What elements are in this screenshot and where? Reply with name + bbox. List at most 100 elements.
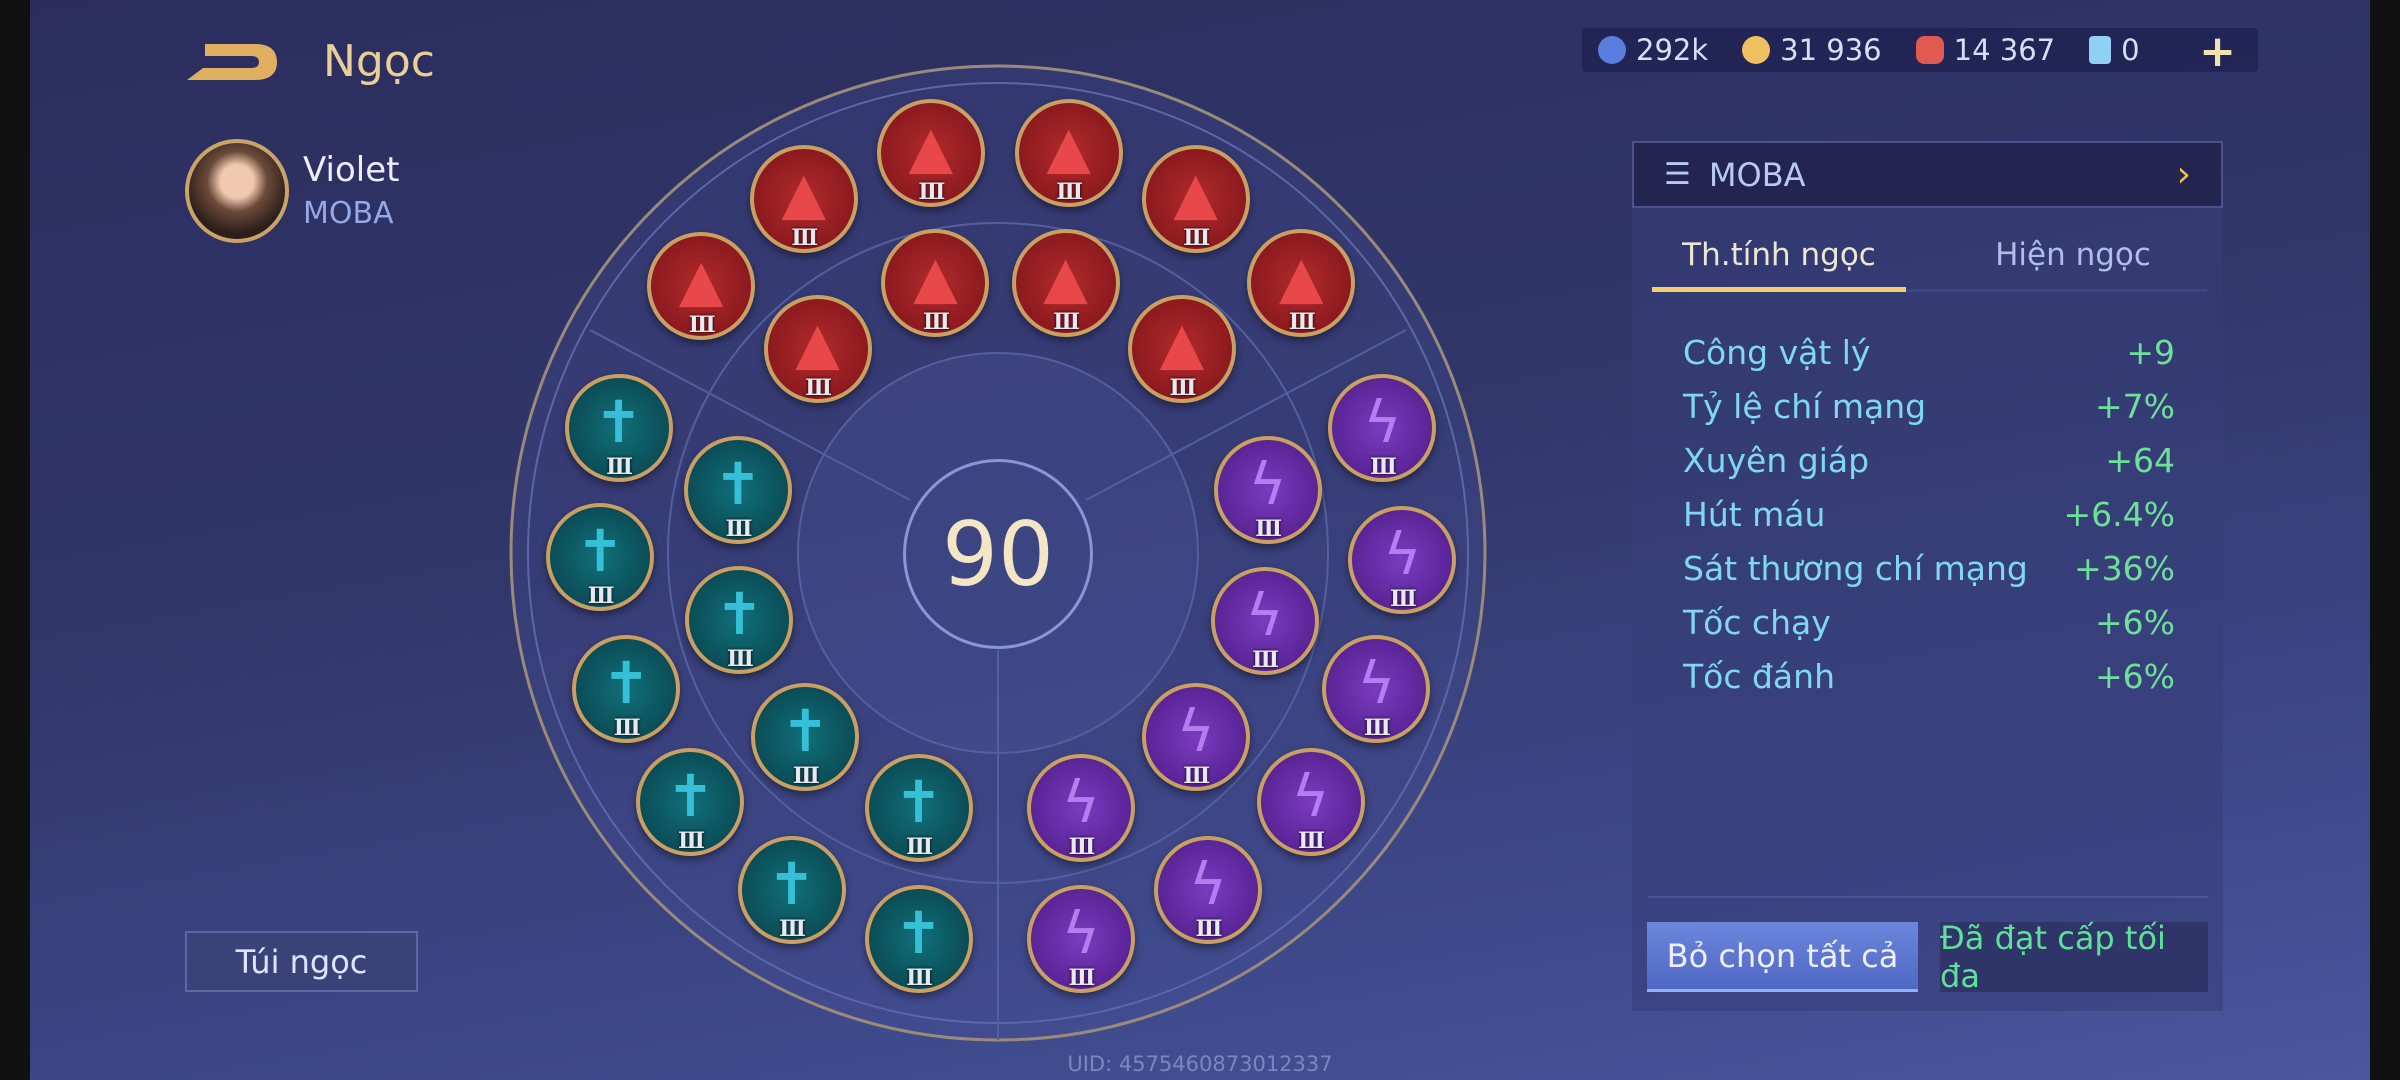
gem-slot-purple[interactable]: ϟ III [1328, 374, 1437, 483]
gem-tier: III [923, 309, 950, 336]
gem-tier: III [906, 965, 933, 992]
gem-slot-purple[interactable]: ϟ III [1210, 567, 1319, 676]
gem-tier: III [1068, 965, 1095, 992]
flame-gem-icon: ▲ [1046, 113, 1091, 181]
stat-row: Tốc chạy +6% [1683, 603, 2175, 642]
gem-slot-purple[interactable]: ϟ III [1026, 753, 1135, 862]
lightning-gem-icon: ϟ [1357, 648, 1396, 717]
stat-label: Tốc chạy [1683, 603, 1831, 642]
back-arrow-icon[interactable] [185, 40, 280, 84]
gem-tier: III [606, 454, 633, 481]
currency-gold: 31 936 [1742, 33, 1882, 67]
gem-slot-teal[interactable]: ✝ III [564, 374, 673, 483]
gem-slot-red[interactable]: ▲ III [876, 99, 985, 207]
gem-slot-red[interactable]: ▲ III [763, 294, 872, 403]
sword-gem-icon: ✝ [601, 648, 651, 717]
preset-selector[interactable]: ☰ MOBA › [1632, 141, 2223, 208]
gem-slot-teal[interactable]: ✝ III [751, 683, 860, 792]
hero-preset: MOBA [303, 196, 394, 231]
sword-gem-icon: ✝ [894, 767, 943, 836]
gem-tier: III [1183, 224, 1210, 251]
gem-slot-purple[interactable]: ϟ III [1322, 634, 1431, 743]
gem-slot-teal[interactable]: ✝ III [864, 885, 973, 994]
gem-tier: III [688, 312, 716, 339]
add-currency-button[interactable]: + [2199, 26, 2236, 77]
lightning-gem-icon: ϟ [1245, 581, 1284, 650]
blue-coin-icon [1598, 36, 1626, 64]
lightning-gem-icon: ϟ [1176, 697, 1215, 766]
gem-slot-red[interactable]: ▲ III [1141, 144, 1250, 253]
gem-slot-red[interactable]: ▲ III [1247, 229, 1356, 338]
flame-gem-icon: ▲ [1173, 158, 1218, 227]
gem-tier: III [779, 916, 806, 943]
gem-tier: III [613, 714, 641, 741]
stat-label: Hút máu [1683, 495, 1826, 534]
flame-gem-icon: ▲ [781, 158, 827, 227]
gem-tier: III [1389, 585, 1417, 612]
gem-slot-purple[interactable]: ϟ III [1213, 435, 1322, 544]
lightning-gem-icon: ϟ [1363, 388, 1402, 457]
gem-tier: III [1053, 309, 1080, 336]
gem-tier: III [1068, 833, 1095, 860]
chevron-right-icon[interactable]: › [2176, 154, 2191, 195]
gem-tier: III [1195, 916, 1223, 943]
gem-tier: III [727, 645, 754, 672]
tab-gem-attributes[interactable]: Th.tính ngọc [1682, 237, 1876, 273]
gem-slot-purple[interactable]: ϟ III [1153, 836, 1262, 945]
deselect-all-button[interactable]: Bỏ chọn tất cả [1647, 922, 1918, 992]
gem-tier: III [1255, 515, 1282, 542]
gem-slot-teal[interactable]: ✝ III [636, 747, 745, 856]
flame-gem-icon: ▲ [1279, 243, 1324, 312]
gem-slot-teal[interactable]: ✝ III [572, 634, 681, 743]
gem-slot-purple[interactable]: ϟ III [1141, 683, 1250, 792]
gem-tier: III [1169, 374, 1196, 401]
gem-slot-red[interactable]: ▲ III [749, 144, 858, 253]
gem-tier: III [587, 582, 615, 609]
gem-slot-purple[interactable]: ϟ III [1026, 885, 1135, 994]
gem-slot-teal[interactable]: ✝ III [683, 435, 792, 544]
stat-row: Sát thương chí mạng +36% [1683, 549, 2175, 588]
currency-bar: 292k 31 936 14 367 0 + [1582, 26, 2258, 77]
gem-slot-red[interactable]: ▲ III [881, 229, 990, 338]
currency-blue: 292k [1598, 33, 1708, 67]
gem-slot-teal[interactable]: ✝ III [864, 753, 973, 862]
flame-gem-icon: ▲ [1159, 308, 1205, 377]
sword-gem-icon: ✝ [594, 388, 643, 457]
stat-row: Công vật lý +9 [1683, 333, 2175, 372]
stat-value: +6% [2094, 657, 2175, 696]
gem-slot-red[interactable]: ▲ III [1127, 294, 1236, 403]
stat-row: Tỷ lệ chí mạng +7% [1683, 387, 2175, 426]
gem-tier: III [1183, 763, 1210, 790]
gem-bag-button[interactable]: Túi ngọc [185, 931, 418, 992]
gem-tier: III [791, 224, 818, 251]
uid-label: UID: 4575460873012337 [1067, 1052, 1333, 1076]
lightning-gem-icon: ϟ [1291, 761, 1330, 830]
gem-tier: III [1056, 179, 1083, 205]
gem-slot-purple[interactable]: ϟ III [1256, 747, 1365, 856]
stat-row: Hút máu +6.4% [1683, 495, 2175, 534]
gem-slot-red[interactable]: ▲ III [647, 232, 756, 341]
gem-slot-teal[interactable]: ✝ III [685, 565, 794, 674]
sword-gem-icon: ✝ [767, 850, 816, 919]
gem-tier: III [725, 515, 753, 542]
gem-slot-teal[interactable]: ✝ III [737, 836, 846, 945]
page-title: Ngọc [323, 36, 435, 87]
tab-show-gems[interactable]: Hiện ngọc [1995, 237, 2151, 273]
gem-slot-red[interactable]: ▲ III [1011, 229, 1120, 338]
screen-edge [2370, 0, 2400, 1080]
stat-label: Xuyên giáp [1683, 441, 1870, 480]
sword-gem-icon: ✝ [666, 761, 715, 830]
sword-gem-icon: ✝ [713, 449, 763, 518]
gem-tier: III [1298, 827, 1325, 854]
stat-label: Công vật lý [1683, 333, 1871, 372]
max-level-button[interactable]: Đã đạt cấp tối đa [1940, 919, 2208, 995]
lightning-gem-icon: ϟ [1248, 449, 1287, 518]
gem-slot-purple[interactable]: ϟ III [1348, 505, 1457, 614]
gem-slot-teal[interactable]: ✝ III [546, 502, 655, 611]
active-tab-indicator [1652, 287, 1906, 292]
gold-coin-icon [1742, 36, 1771, 64]
gem-tier: III [805, 374, 832, 401]
gem-slot-red[interactable]: ▲ III [1014, 99, 1123, 207]
divider [1648, 896, 2208, 898]
flame-gem-icon: ▲ [678, 246, 724, 315]
